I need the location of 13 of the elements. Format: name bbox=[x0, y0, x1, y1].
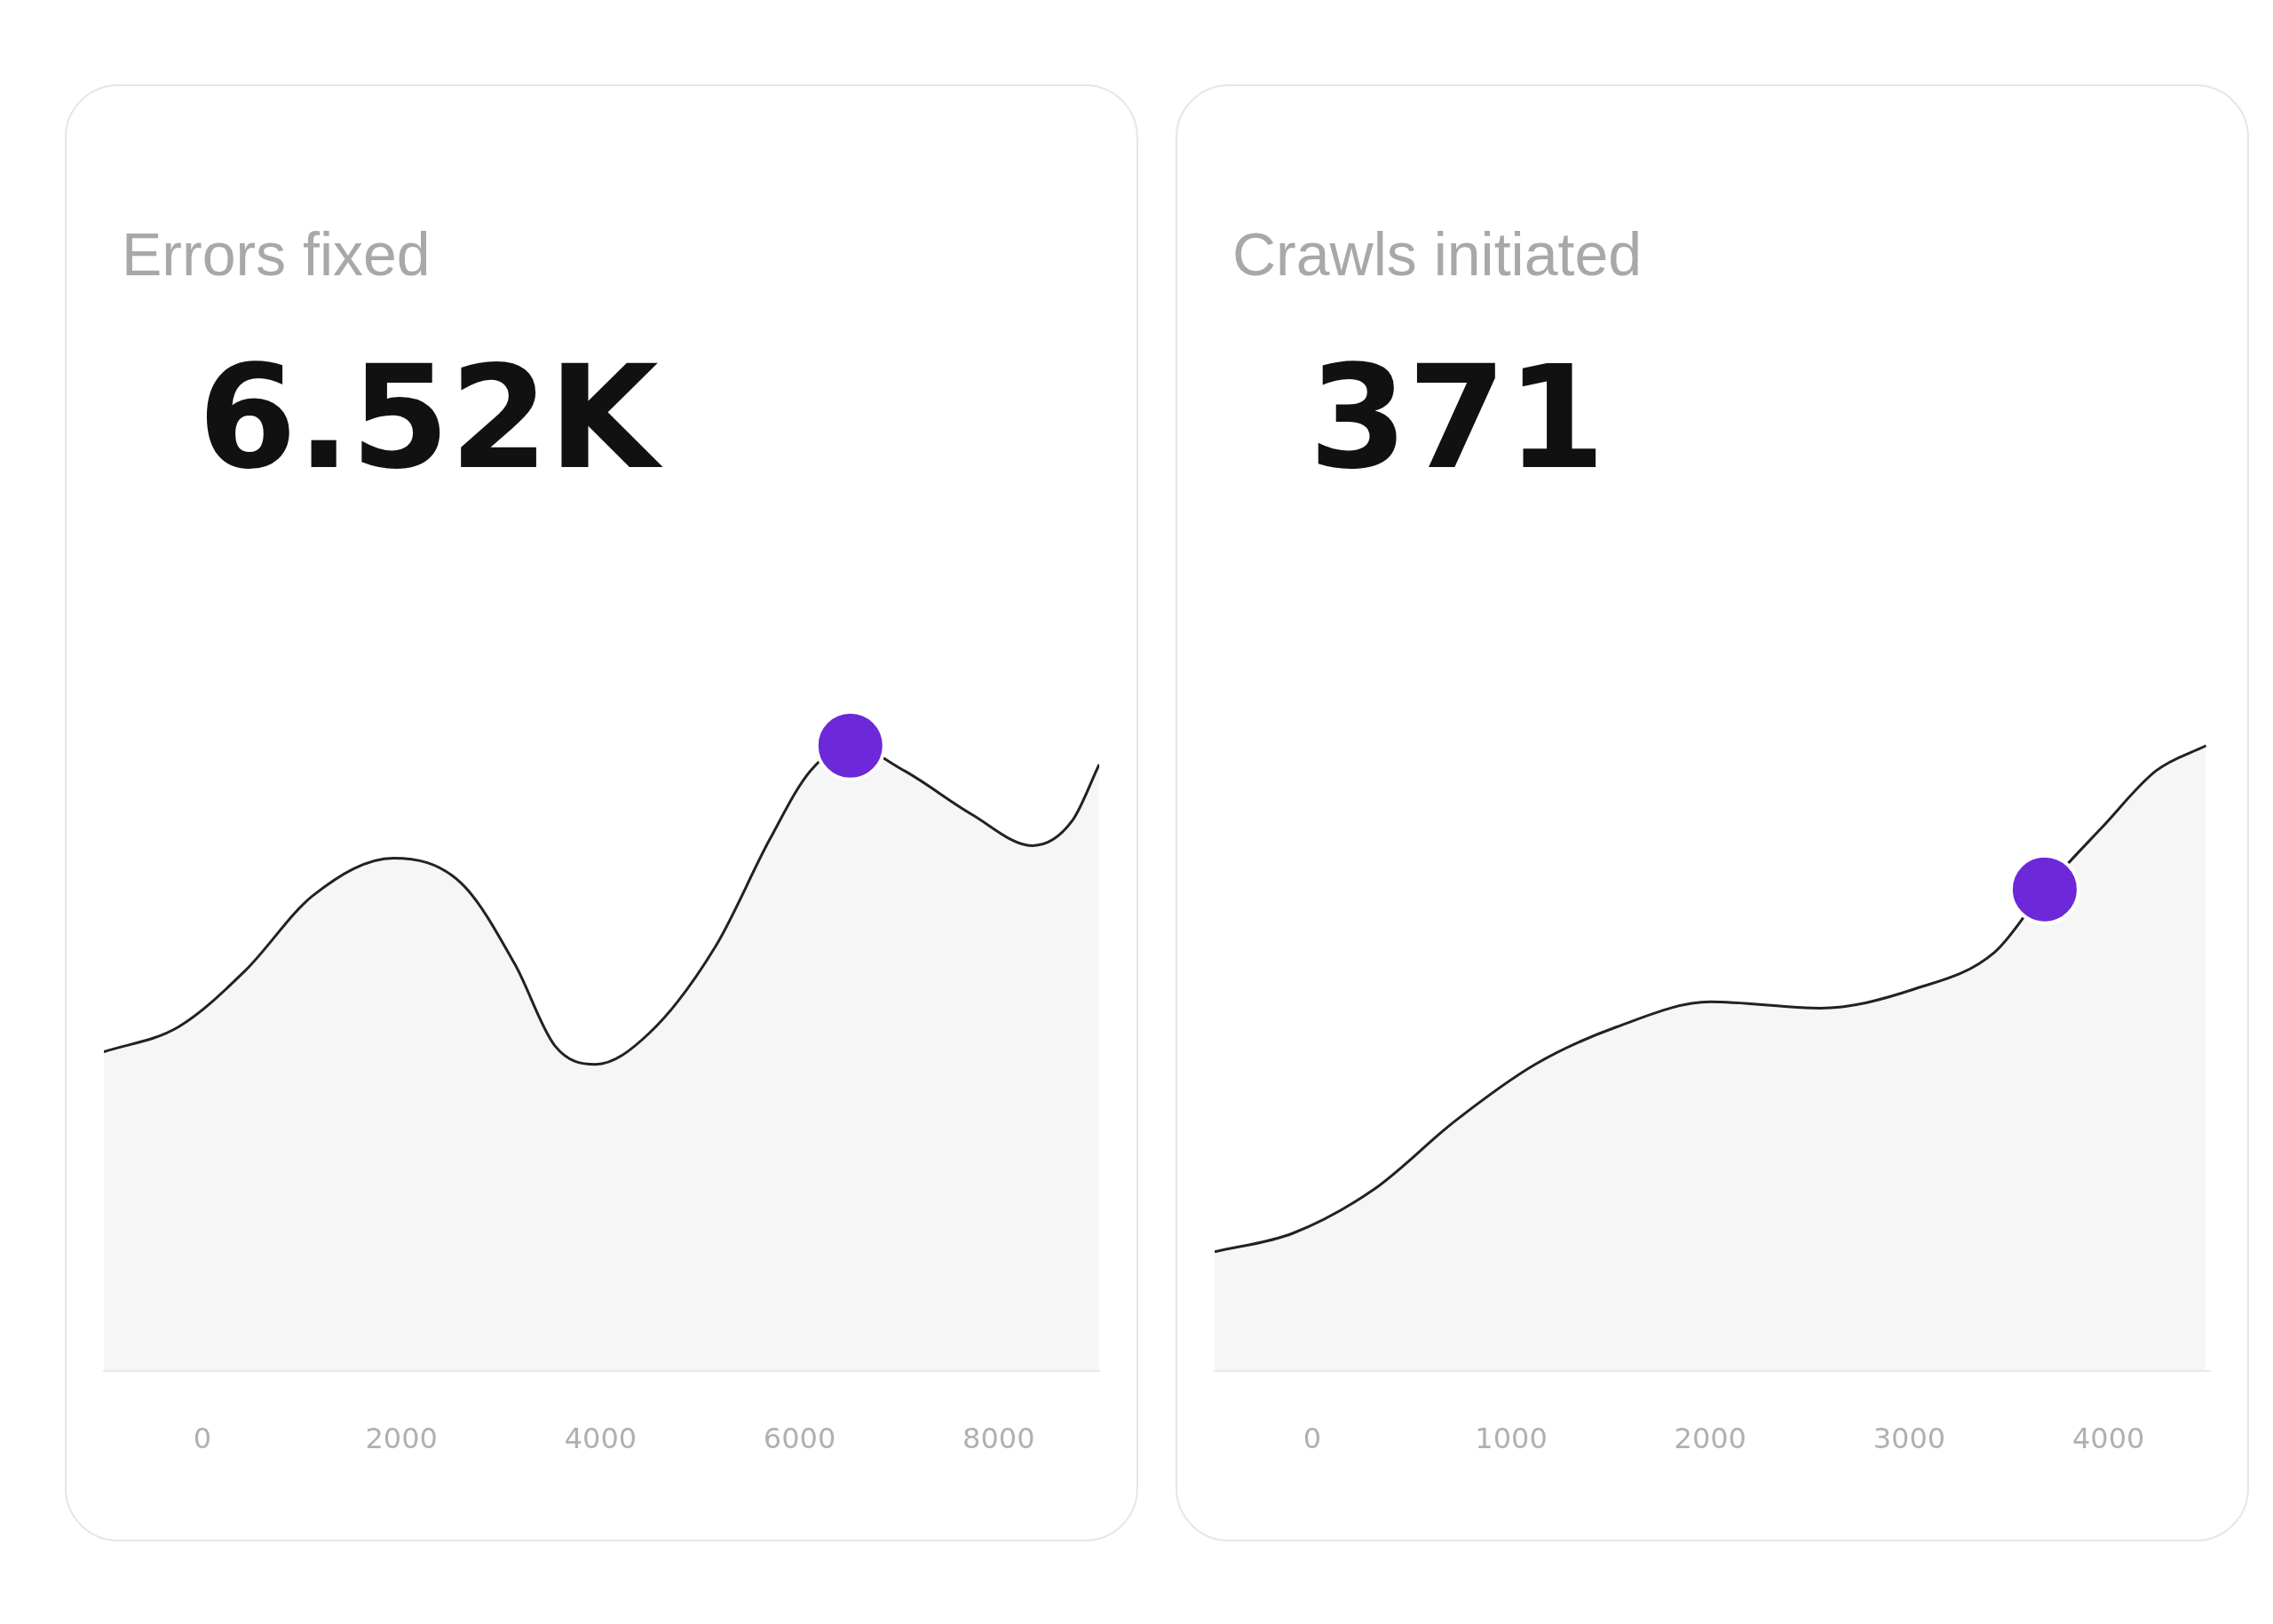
x-tick-label: 1000 bbox=[1475, 1422, 1548, 1456]
chart-subtitle: 371 bbox=[1309, 335, 1605, 501]
x-tick-label: 2000 bbox=[365, 1422, 438, 1456]
x-tick-label: 0 bbox=[1303, 1422, 1322, 1456]
x-tick-label: 0 bbox=[193, 1422, 212, 1456]
x-tick-label: 2000 bbox=[1674, 1422, 1746, 1456]
x-tick-label: 4000 bbox=[564, 1422, 638, 1456]
chart-title: Crawls initiated bbox=[1232, 219, 1643, 289]
x-tick-label: 8000 bbox=[962, 1422, 1035, 1456]
x-tick-label: 3000 bbox=[1873, 1422, 1946, 1456]
x-tick-label: 6000 bbox=[763, 1422, 836, 1456]
x-tick-label: 4000 bbox=[2071, 1422, 2145, 1456]
chart-title: Errors fixed bbox=[122, 219, 431, 289]
